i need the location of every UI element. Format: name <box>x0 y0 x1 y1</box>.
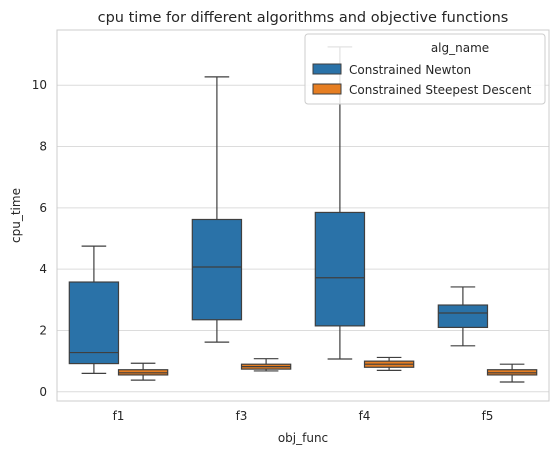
box <box>315 212 364 325</box>
box <box>438 305 487 327</box>
x-tick-label: f5 <box>482 409 494 423</box>
chart-title: cpu time for different algorithms and ob… <box>98 10 509 26</box>
legend-title: alg_name <box>431 41 489 55</box>
box-group <box>242 359 291 371</box>
legend-swatch <box>313 84 341 94</box>
legend-label: Constrained Steepest Descent <box>349 83 532 97</box>
box-group <box>365 357 414 370</box>
legend: alg_name Constrained Newton Constrained S… <box>305 34 545 104</box>
box-group <box>69 246 118 373</box>
x-tick-label: f1 <box>113 409 125 423</box>
y-tick-label: 6 <box>39 201 47 215</box>
y-axis-label: cpu_time <box>9 188 23 243</box>
y-tick-label: 10 <box>32 78 47 92</box>
box-group <box>438 287 487 346</box>
x-tick-label: f4 <box>359 409 371 423</box>
box <box>192 219 241 319</box>
x-tick-label: f3 <box>236 409 248 423</box>
legend-swatch <box>313 64 341 74</box>
y-tick-label: 8 <box>39 140 47 154</box>
x-axis-label: obj_func <box>278 431 328 445</box>
y-tick-label: 2 <box>39 323 47 337</box>
y-tick-label: 0 <box>39 385 47 399</box>
x-tick-labels: f1 f3 f4 f5 <box>113 409 494 423</box>
box-group <box>119 363 168 380</box>
y-tick-labels: 0 2 4 6 8 10 <box>32 78 47 399</box>
box-group <box>192 77 241 342</box>
y-tick-label: 4 <box>39 262 47 276</box>
box-group <box>488 364 537 382</box>
box <box>69 282 118 364</box>
legend-label: Constrained Newton <box>349 63 471 77</box>
